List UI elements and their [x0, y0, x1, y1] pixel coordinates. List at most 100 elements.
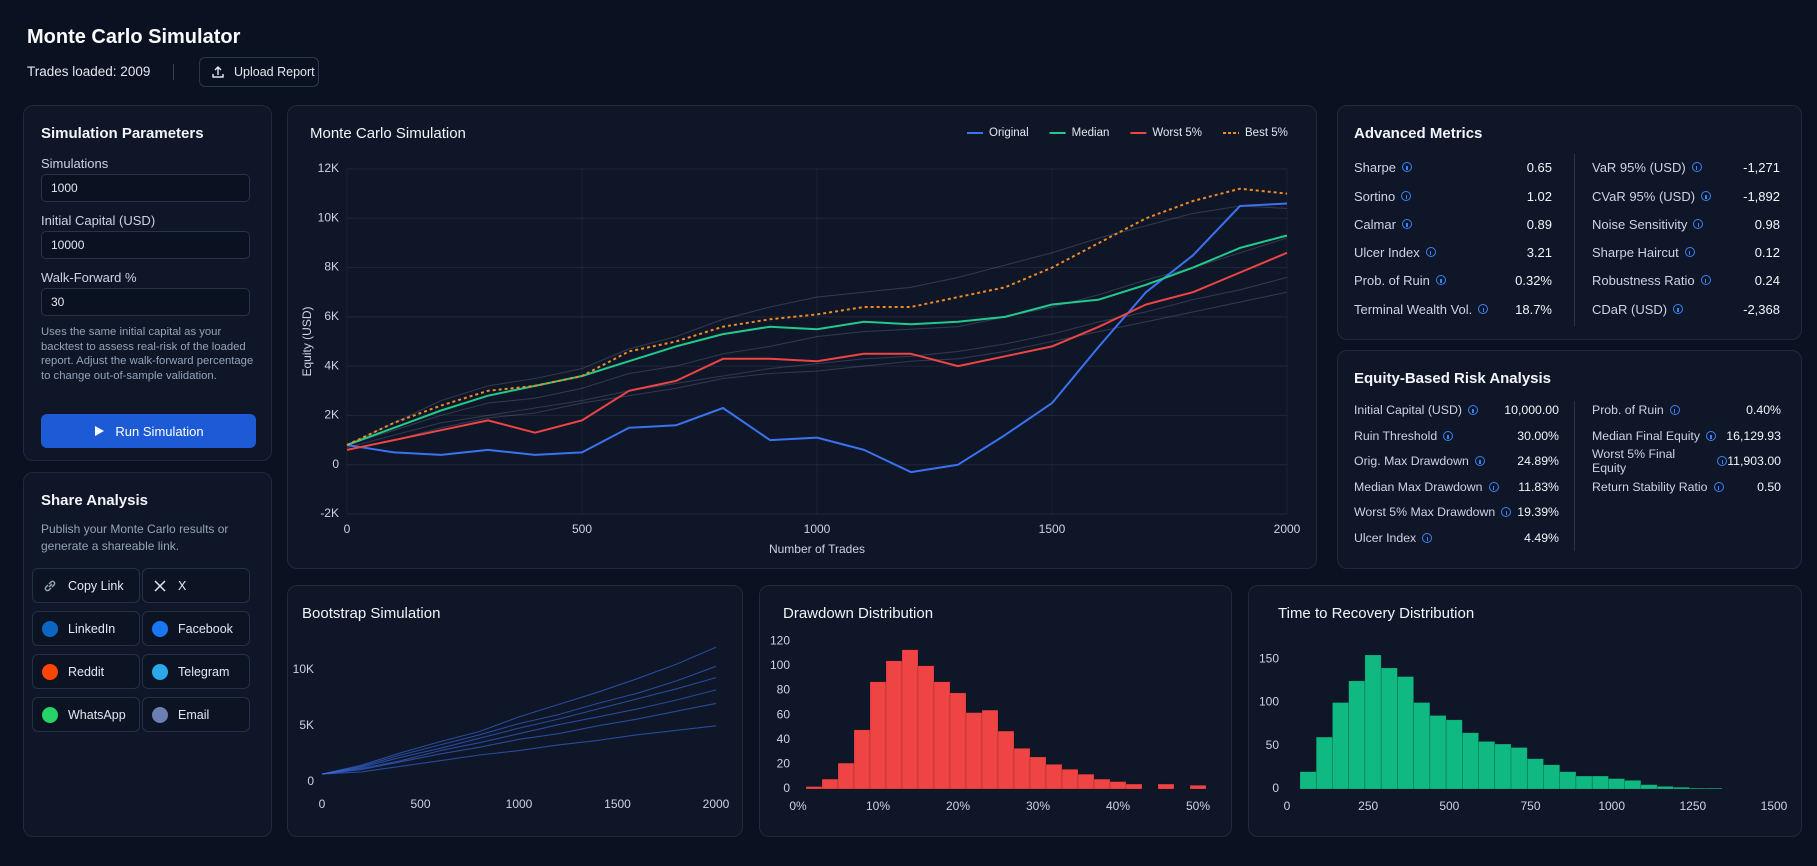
x-tick-label: 750 [1520, 799, 1540, 813]
y-tick-label: -2K [320, 506, 339, 520]
x-tick-label: 1500 [1761, 799, 1788, 813]
metric-value: 0.89 [1526, 216, 1552, 232]
chart-title: Bootstrap Simulation [302, 605, 441, 622]
share-label: Copy Link [68, 578, 124, 593]
y-tick-label: 50 [1266, 738, 1280, 752]
field-input[interactable]: 30 [41, 288, 250, 316]
info-icon [1422, 533, 1433, 543]
run-button[interactable]: Run Simulation [41, 414, 256, 448]
histogram-bar [1673, 786, 1690, 790]
chart: 0 20 40 60 80 100 120 0% 10% 20% 30% 40% 50% [770, 633, 1210, 813]
share-button[interactable]: Reddit [32, 654, 140, 689]
share-label: LinkedIn [68, 621, 116, 636]
metric-value: -2,368 [1743, 301, 1780, 317]
histogram-bar [1364, 654, 1382, 790]
share-button[interactable]: Facebook [142, 611, 250, 646]
chart-title: Monte Carlo Simulation [310, 125, 466, 142]
metric-row: Prob. of Ruin 0.40% [1592, 401, 1781, 419]
share-button[interactable]: Email [142, 697, 250, 732]
metric-value: -1,271 [1743, 159, 1780, 175]
y-tick-label: 150 [1259, 651, 1279, 665]
share-icon [152, 578, 168, 594]
field-input[interactable]: 1000 [41, 174, 250, 202]
metric-row: Robustness Ratio 0.24 [1592, 271, 1780, 289]
divider [1574, 401, 1575, 551]
metric-value: 0.24 [1754, 272, 1780, 288]
y-tick-label: 40 [777, 732, 791, 746]
histogram-bar [1591, 775, 1609, 790]
upload-icon [212, 66, 224, 78]
y-tick-label: 60 [777, 707, 791, 721]
histogram-bar [917, 665, 935, 790]
share-button[interactable]: Telegram [142, 654, 250, 689]
metric-value: 30.00% [1517, 429, 1559, 443]
upload-label: Upload Report [234, 65, 315, 79]
metric-row: Ulcer Index 3.21 [1354, 243, 1552, 261]
share-label: WhatsApp [68, 707, 126, 722]
share-button[interactable]: LinkedIn [32, 611, 140, 646]
series-line [346, 202, 1288, 474]
histogram-bar [1029, 756, 1047, 790]
share-button[interactable]: Copy Link [32, 568, 140, 603]
info-icon [1425, 247, 1436, 257]
metric-value: 0.50 [1757, 480, 1781, 494]
metric-value: 19.39% [1517, 505, 1559, 519]
histogram-bar [1045, 764, 1063, 790]
info-icon [1501, 507, 1512, 517]
upload-button[interactable]: Upload Report [199, 57, 319, 87]
y-tick-label: 10K [318, 210, 339, 224]
histogram-bar [805, 786, 823, 790]
histogram-bar [1380, 667, 1398, 790]
info-icon [1700, 275, 1711, 285]
x-tick-label: 30% [1026, 799, 1050, 813]
series-line [346, 237, 1288, 446]
y-tick-label: 8K [324, 260, 339, 274]
share-panel: Share Analysis Publish your Monte Carlo … [23, 472, 272, 837]
icon-path [44, 580, 56, 591]
x-tick-label: 10% [866, 799, 890, 813]
info-icon [1701, 191, 1712, 201]
play-icon [95, 426, 105, 436]
metric-label: Ruin Threshold [1354, 429, 1438, 443]
x-tick-label: 50% [1186, 799, 1210, 813]
y-tick-label: 20 [777, 757, 791, 771]
app-title: Monte Carlo Simulator [27, 26, 241, 48]
info-icon [1435, 275, 1446, 285]
metric-row: Median Final Equity 16,129.93 [1592, 427, 1781, 445]
y-tick-label: 5K [299, 718, 314, 732]
metric-label: Worst 5% Final Equity [1592, 447, 1676, 475]
info-icon [1691, 162, 1702, 172]
metric-row: Return Stability Ratio 0.50 [1592, 478, 1781, 496]
histogram-bar [1445, 719, 1463, 790]
y-tick-label: 0 [332, 457, 339, 471]
y-tick-label: 0 [1272, 781, 1279, 795]
divider [1574, 154, 1575, 326]
share-button[interactable]: X [142, 568, 250, 603]
field-input[interactable]: 10000 [41, 231, 250, 259]
risk-analysis-panel: Equity-Based Risk Analysis Initial Capit… [1337, 350, 1802, 569]
metric-label: Return Stability Ratio [1592, 480, 1708, 494]
x-tick-label: 0 [1284, 799, 1291, 813]
histogram-bar [1013, 748, 1031, 790]
histogram-bar [1348, 680, 1366, 790]
series-line [321, 689, 717, 775]
metric-row: Worst 5% Max Drawdown 19.39% [1354, 503, 1559, 521]
metric-value: 10,000.00 [1504, 403, 1559, 417]
histogram-bar [933, 681, 951, 790]
metric-value: 0.98 [1754, 216, 1780, 232]
metric-label: Initial Capital (USD) [1354, 403, 1462, 417]
series-line [346, 205, 1288, 446]
share-button[interactable]: WhatsApp [32, 697, 140, 732]
metric-row: Prob. of Ruin 0.32% [1354, 271, 1552, 289]
histogram-bar [1397, 676, 1414, 790]
histogram-bar [1689, 787, 1707, 790]
drawdown-panel: Drawdown Distribution 0 20 40 60 80 100 120 0% 1… [759, 585, 1232, 837]
metric-row: Sharpe 0.65 [1354, 158, 1552, 176]
panel-title: Advanced Metrics [1354, 125, 1483, 142]
histogram-bar [1061, 768, 1079, 790]
chart-title: Drawdown Distribution [783, 605, 934, 622]
histogram-bar [1125, 783, 1143, 790]
x-tick-label: 2000 [703, 797, 730, 811]
histogram-bar [997, 730, 1015, 790]
histogram-bar [1478, 741, 1496, 790]
